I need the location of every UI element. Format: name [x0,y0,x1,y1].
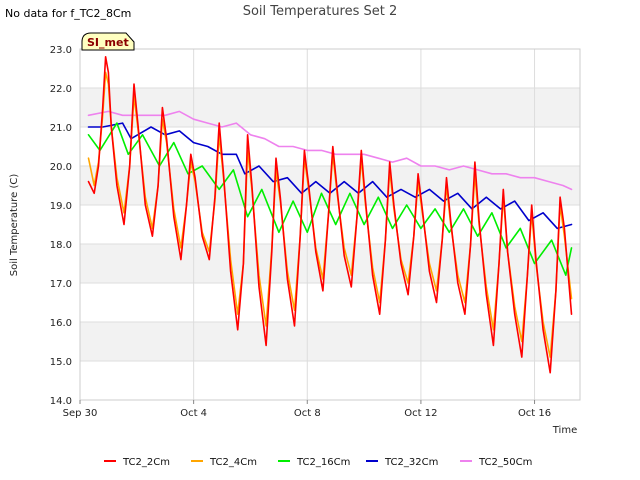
y-tick-label: 18.0 [50,240,72,251]
legend-label: TC2_50Cm [478,457,532,468]
legend-label: TC2_16Cm [296,457,350,468]
grid-band [80,49,580,88]
y-tick-label: 21.0 [50,123,72,134]
series-line-tc2-50cm [87,110,573,191]
legend-item-tc2-32cm: TC2_32Cm [366,457,438,468]
x-axis-label: Time [552,425,577,436]
y-tick-label: 14.0 [50,396,72,407]
chart-title: Soil Temperatures Set 2 [243,4,398,19]
grid-band [80,322,580,361]
legend-label: TC2_2Cm [122,457,170,468]
legend-item-tc2-50cm: TC2_50Cm [460,457,532,468]
legend-item-tc2-16cm: TC2_16Cm [278,457,350,468]
y-tick-label: 16.0 [50,318,72,329]
y-axis: 14.0 15.0 16.0 17.0 18.0 19.0 20.0 21.0 22.0 23.0 [50,45,72,407]
y-tick-label: 15.0 [50,357,72,368]
plot-frame [79,48,581,401]
legend-label: TC2_32Cm [384,457,438,468]
grid-band [80,244,580,283]
y-tick-label: 23.0 [50,45,72,56]
grid-band [80,127,580,166]
y-tick-label: 19.0 [50,201,72,212]
series-layer [87,55,573,374]
x-axis: Sep 30 Oct 4 Oct 8 Oct 12 Oct 16 [63,400,551,419]
x-tick-label: Sep 30 [63,408,98,419]
x-tick-label: Oct 4 [180,408,207,419]
x-tick-label: Oct 16 [518,408,551,419]
x-tick-label: Oct 8 [294,408,321,419]
legend-item-tc2-4cm: TC2_4Cm [191,457,257,468]
y-tick-label: 20.0 [50,162,72,173]
x-tick-label: Oct 12 [404,408,437,419]
grid-band [80,283,580,322]
legend-label: TC2_4Cm [209,457,257,468]
no-data-note: No data for f_TC2_8Cm [5,7,131,20]
legend: TC2_2Cm TC2_4Cm TC2_16Cm TC2_32Cm TC2_50Cm [104,457,532,468]
grid-band [80,361,580,400]
y-axis-label: Soil Temperature (C) [9,174,20,277]
grid-band [80,88,580,127]
legend-item-tc2-2cm: TC2_2Cm [104,457,170,468]
series-line-tc2-16cm [87,122,573,277]
site-badge: SI_met [81,32,135,51]
site-badge-label: SI_met [87,36,129,49]
site-badge-shape [81,32,135,51]
y-tick-label: 22.0 [50,84,72,95]
series-line-tc2-2cm [87,55,573,374]
y-tick-label: 17.0 [50,279,72,290]
